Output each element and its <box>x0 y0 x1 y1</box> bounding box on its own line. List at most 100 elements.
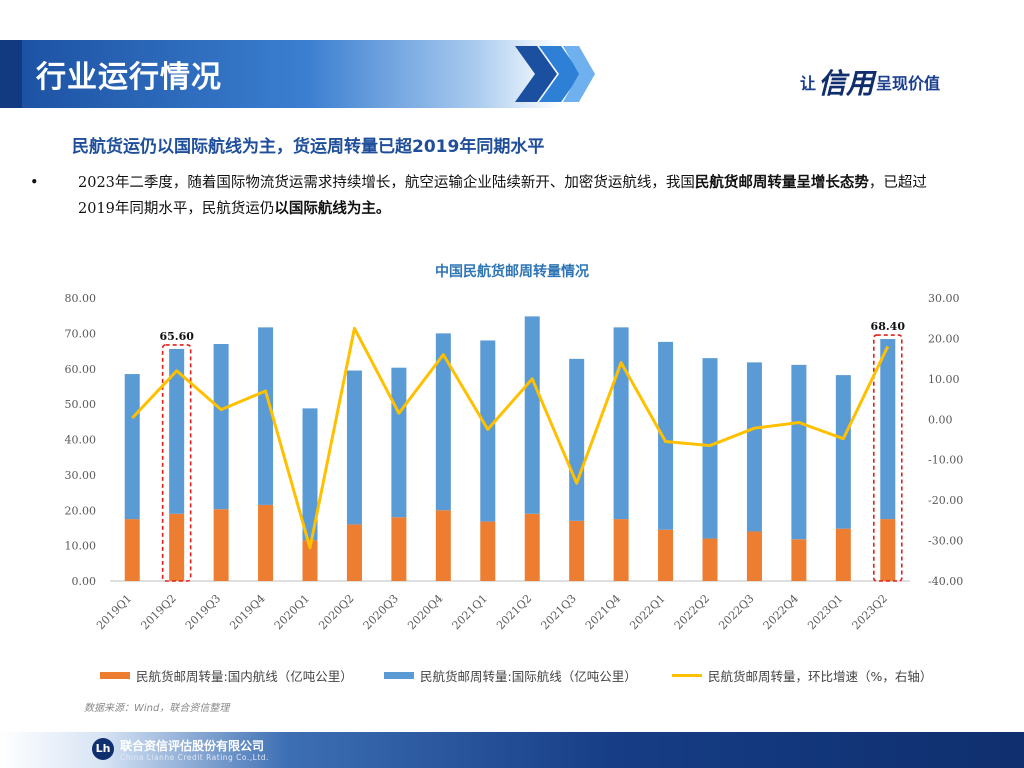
bar-international <box>169 348 185 514</box>
bar-domestic <box>124 519 140 581</box>
legend-label-international: 民航货邮周转量:国际航线（亿吨公里） <box>420 669 637 684</box>
legend-swatch-domestic <box>100 672 130 679</box>
bar-international <box>302 408 318 541</box>
x-tick-label: 2021Q2 <box>494 592 534 632</box>
bar-domestic <box>658 529 674 581</box>
legend-item-international: 民航货邮周转量:国际航线（亿吨公里） <box>384 666 637 685</box>
bar-domestic <box>302 540 318 581</box>
bar-international <box>213 343 229 510</box>
y-tick-label: 40.00 <box>65 434 97 447</box>
bar-domestic <box>258 504 274 581</box>
y2-tick-label: 10.00 <box>928 373 960 386</box>
y-tick-label: 0.00 <box>72 575 97 588</box>
bar-domestic <box>346 524 362 581</box>
x-tick-label: 2021Q3 <box>538 592 578 632</box>
slogan-logo-text: 信用 <box>818 67 875 100</box>
bar-domestic <box>435 510 451 581</box>
bar-international <box>346 370 362 525</box>
legend-item-growth: 民航货邮周转量，环比增速（%，右轴） <box>672 666 932 685</box>
header-band <box>0 40 560 108</box>
chart-title: 中国民航货邮周转量情况 <box>435 264 589 280</box>
x-tick-label: 2023Q1 <box>805 592 845 632</box>
footer-company-name-en: China Lianhe Credit Rating Co.,Ltd. <box>120 753 269 762</box>
bullet-dot: • <box>30 175 39 191</box>
bullet-text-1: 2023年二季度，随着国际物流货运需求持续增长，航空运输企业陆续新开、加密货运航… <box>78 175 695 191</box>
x-tick-label: 2022Q3 <box>716 592 756 632</box>
data-label: 65.60 <box>159 330 194 343</box>
bar-international <box>124 374 140 520</box>
bar-international <box>746 362 762 532</box>
slogan-post: 呈现价值 <box>876 74 941 93</box>
y2-tick-label: 30.00 <box>928 292 960 305</box>
bar-international <box>569 358 585 521</box>
y2-tick-label: -20.00 <box>928 494 963 507</box>
bar-international <box>258 327 274 505</box>
legend-swatch-growth <box>672 674 702 677</box>
x-tick-label: 2020Q3 <box>361 592 401 632</box>
y-tick-label: 60.00 <box>65 363 97 376</box>
y-tick-label: 50.00 <box>65 398 97 411</box>
legend-label-growth: 民航货邮周转量，环比增速（%，右轴） <box>708 669 933 684</box>
company-logo-icon: Lh <box>92 738 114 760</box>
bar-domestic <box>169 513 185 581</box>
bar-domestic <box>569 520 585 581</box>
bar-international <box>391 367 407 518</box>
bar-international <box>480 340 496 522</box>
slogan: 让信用 呈现价值 <box>800 62 940 102</box>
y2-tick-label: -40.00 <box>928 575 963 588</box>
bar-international <box>524 316 540 514</box>
bar-domestic <box>480 521 496 581</box>
bullet-paragraph: • 2023年二季度，随着国际物流货运需求持续增长，航空运输企业陆续新开、加密货… <box>30 170 950 222</box>
x-tick-label: 2022Q1 <box>627 592 667 632</box>
x-tick-label: 2019Q4 <box>227 592 267 632</box>
data-source: 数据来源：Wind，联合资信整理 <box>84 703 230 714</box>
bullet-text-2: ，已超过2019年同期水平，民航货运仍 <box>78 175 927 217</box>
bar-international <box>658 341 674 530</box>
bar-international <box>435 333 451 511</box>
y-tick-label: 30.00 <box>65 469 97 482</box>
legend-swatch-international <box>384 672 414 679</box>
bar-international <box>791 364 807 540</box>
growth-line <box>131 326 890 550</box>
legend-label-domestic: 民航货邮周转量:国内航线（亿吨公里） <box>136 669 353 684</box>
bar-domestic <box>835 528 851 581</box>
x-tick-label: 2019Q2 <box>138 592 178 632</box>
bar-international <box>702 358 718 539</box>
x-tick-label: 2020Q1 <box>272 592 312 632</box>
y-tick-label: 70.00 <box>65 327 97 340</box>
bar-international <box>835 375 851 529</box>
highlight-box <box>161 344 192 582</box>
x-tick-label: 2022Q4 <box>761 592 801 632</box>
x-tick-label: 2019Q3 <box>183 592 223 632</box>
y-tick-label: 20.00 <box>65 504 97 517</box>
bar-international <box>880 339 896 520</box>
bar-domestic <box>702 538 718 581</box>
chevron-arrows-icon <box>515 46 595 102</box>
bar-domestic <box>213 509 229 581</box>
y2-tick-label: -10.00 <box>928 454 963 467</box>
bar-domestic <box>791 539 807 581</box>
page-title: 行业运行情况 <box>36 60 222 95</box>
footer-band <box>0 732 1024 768</box>
x-tick-label: 2021Q1 <box>450 592 490 632</box>
x-tick-label: 2019Q1 <box>94 592 134 632</box>
x-tick-label: 2020Q4 <box>405 592 445 632</box>
y-tick-label: 10.00 <box>65 540 97 553</box>
data-label: 68.40 <box>871 320 906 333</box>
x-tick-label: 2023Q2 <box>850 592 890 632</box>
bar-domestic <box>613 519 629 581</box>
x-tick-label: 2022Q2 <box>672 592 712 632</box>
bar-domestic <box>880 519 896 581</box>
bar-domestic <box>391 517 407 581</box>
bar-international <box>613 327 629 520</box>
header-stripe <box>0 40 22 108</box>
y-tick-label: 80.00 <box>65 292 97 305</box>
y2-tick-label: 0.00 <box>928 413 953 426</box>
bullet-bold-2: 以国际航线为主。 <box>274 201 391 217</box>
slogan-pre: 让 <box>800 74 817 93</box>
bar-domestic <box>524 513 540 581</box>
legend-item-domestic: 民航货邮周转量:国内航线（亿吨公里） <box>100 666 353 685</box>
y2-tick-label: -30.00 <box>928 535 963 548</box>
highlight-box <box>872 334 903 582</box>
